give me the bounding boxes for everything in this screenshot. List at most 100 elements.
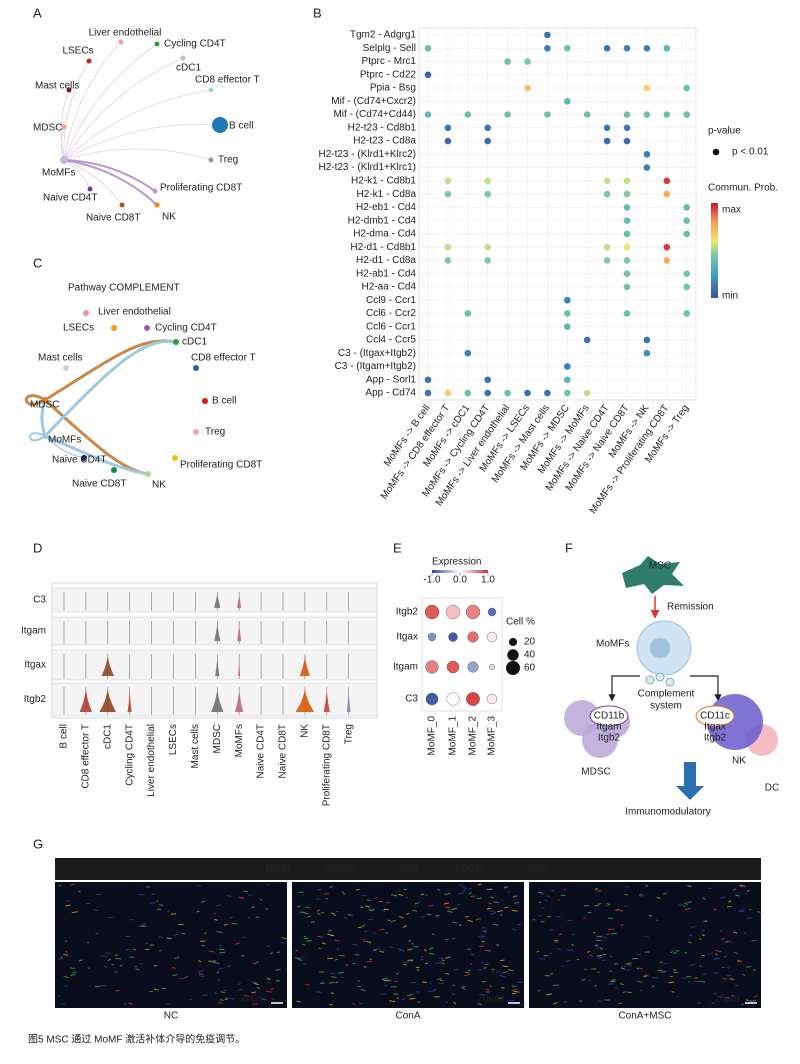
speck xyxy=(235,942,241,945)
dot xyxy=(424,389,432,397)
speck xyxy=(200,900,206,903)
speck xyxy=(598,957,604,959)
speck xyxy=(321,942,326,945)
speck xyxy=(317,912,321,915)
speck xyxy=(343,916,348,920)
dot xyxy=(663,190,671,198)
speck xyxy=(457,903,461,906)
channel-label: CD11c xyxy=(455,864,486,875)
edge xyxy=(63,41,122,161)
speck xyxy=(219,944,223,947)
panel-label: C xyxy=(33,255,42,270)
speck xyxy=(189,998,192,1001)
speck xyxy=(702,973,707,976)
scale-label: 20μm xyxy=(477,994,502,1005)
node-label: MoMFs xyxy=(42,168,75,179)
speck xyxy=(398,893,403,897)
speck xyxy=(357,926,362,929)
speck xyxy=(596,935,603,938)
speck xyxy=(294,957,301,960)
speck xyxy=(480,935,486,938)
receptor xyxy=(589,705,629,727)
speck xyxy=(428,952,435,956)
row-label: Ccl9 - Ccr1 xyxy=(366,295,416,306)
speck xyxy=(243,994,249,997)
speck xyxy=(301,943,306,946)
node xyxy=(202,398,208,404)
speck xyxy=(69,883,76,886)
marker-label: Itgb2 xyxy=(704,733,727,744)
speck xyxy=(360,988,366,992)
row-label: Ccl6 - Ccr2 xyxy=(366,308,416,319)
speck xyxy=(385,931,389,935)
speck xyxy=(583,904,589,907)
speck xyxy=(451,992,456,996)
dot xyxy=(444,177,452,185)
speck xyxy=(310,921,315,923)
speck xyxy=(105,952,111,954)
speck xyxy=(690,926,696,928)
violin xyxy=(238,656,241,676)
gene-label: Itgax xyxy=(396,632,418,643)
speck xyxy=(323,893,329,895)
color-bar xyxy=(432,570,488,573)
speck xyxy=(511,989,518,992)
marker-label: Itgam xyxy=(596,722,621,733)
dot xyxy=(484,190,492,198)
legend-label: 60 xyxy=(524,663,536,674)
speck xyxy=(395,972,400,975)
violin xyxy=(214,623,221,641)
speck xyxy=(63,953,68,956)
speck xyxy=(252,962,257,965)
speck xyxy=(508,999,515,1002)
marker-label: CD11b xyxy=(594,711,625,722)
speck xyxy=(673,968,677,971)
edge xyxy=(44,435,85,459)
speck xyxy=(351,1003,356,1006)
speck xyxy=(329,981,335,984)
speck xyxy=(132,948,137,951)
speck xyxy=(726,966,730,969)
gene-label: Itgam xyxy=(21,626,46,637)
legend-label: max xyxy=(722,205,741,216)
nk-label: NK xyxy=(732,756,746,767)
dot xyxy=(446,660,460,674)
dot xyxy=(424,111,432,118)
node xyxy=(145,471,151,477)
speck xyxy=(458,924,462,927)
speck xyxy=(266,977,271,980)
speck xyxy=(359,1002,363,1005)
dot xyxy=(643,44,651,52)
panel-label: A xyxy=(33,5,42,20)
node-label: MDSC xyxy=(33,123,62,134)
gene-label: Itgb2 xyxy=(396,607,419,618)
dot xyxy=(544,31,551,39)
speck xyxy=(477,1003,483,1005)
dot xyxy=(603,243,611,251)
speck xyxy=(492,923,499,926)
speck xyxy=(687,885,692,888)
speck xyxy=(537,989,541,992)
speck xyxy=(727,900,732,903)
speck xyxy=(484,949,491,952)
speck xyxy=(557,948,561,950)
speck xyxy=(626,991,633,994)
speck xyxy=(651,976,656,979)
speck xyxy=(87,967,90,970)
dot xyxy=(484,389,492,397)
speck xyxy=(335,981,339,984)
dot xyxy=(427,632,437,642)
dot xyxy=(623,230,631,238)
violin xyxy=(79,689,92,712)
edge xyxy=(63,57,184,161)
dot xyxy=(683,111,690,118)
speck xyxy=(684,902,689,905)
speck xyxy=(239,897,244,900)
node xyxy=(118,39,124,45)
legend-dot xyxy=(712,148,720,156)
dot xyxy=(425,692,439,706)
speck xyxy=(77,890,81,893)
speck xyxy=(216,971,220,974)
node xyxy=(86,58,92,64)
node-label: B cell xyxy=(212,396,236,407)
